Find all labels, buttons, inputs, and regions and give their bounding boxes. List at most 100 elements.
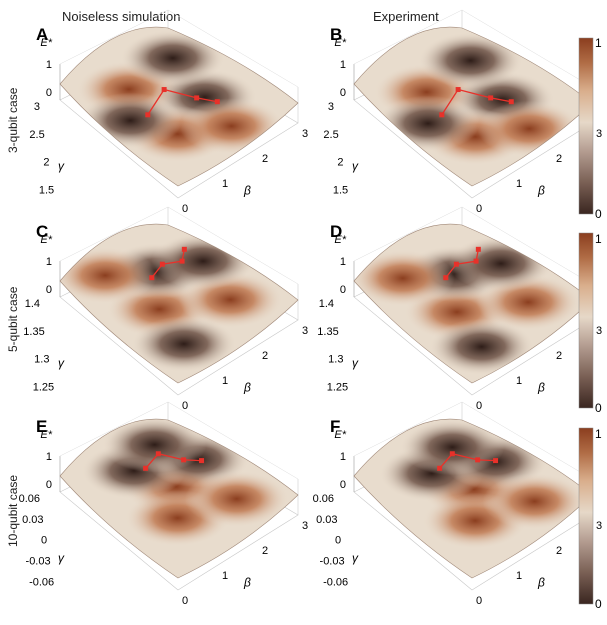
path-point	[194, 95, 200, 101]
beta-tick: 0	[476, 595, 482, 607]
optimization-path	[145, 453, 202, 469]
gamma-axis-label: γ	[58, 551, 65, 565]
optimization-path	[151, 249, 185, 279]
z-tick-1: 1	[340, 256, 346, 268]
gamma-tick: 1.4	[319, 298, 334, 310]
z-tick-1: 1	[340, 451, 346, 463]
beta-tick: 2	[556, 545, 562, 557]
path-point	[473, 258, 479, 264]
gamma-tick: 0	[41, 535, 47, 547]
surface-region	[375, 95, 480, 152]
gamma-tick: 0	[335, 535, 341, 547]
gamma-axis-label: γ	[58, 356, 65, 370]
z-tick-0: 0	[46, 284, 52, 296]
panel-letter: B	[330, 25, 342, 44]
path-point	[143, 465, 149, 471]
optimization-path	[147, 88, 218, 116]
surface-region	[184, 470, 289, 527]
z-tick-0: 0	[340, 87, 346, 99]
path-point	[493, 458, 499, 464]
z-axis-label: E*	[334, 37, 346, 49]
beta-tick: 0	[182, 595, 188, 607]
beta-tick: 3	[302, 520, 308, 532]
gamma-axis-label: γ	[58, 159, 65, 173]
gamma-tick: 1.5	[333, 184, 348, 196]
beta-tick: 3	[596, 520, 602, 532]
beta-tick: 2	[262, 153, 268, 165]
panel-B: 3 2.5 2 1.5 γ 0 1 2 3 β 1 0 E*B	[323, 9, 602, 215]
colorbar-row1	[578, 37, 594, 215]
colorbar-max-3: 1	[595, 427, 602, 441]
surface-region	[429, 318, 534, 375]
z-tick-0: 0	[46, 87, 52, 99]
surface-region	[354, 250, 455, 307]
beta-axis-label: β	[243, 184, 251, 198]
beta-tick: 3	[596, 128, 602, 140]
gamma-tick: 0.03	[316, 514, 337, 526]
gamma-tick: 0.06	[19, 493, 40, 505]
z-axis-label: E*	[40, 234, 52, 246]
path-point	[453, 261, 459, 267]
colorbar-row3	[578, 427, 594, 605]
gamma-tick: 1.3	[34, 354, 49, 366]
panel-C: 1.4 1.35 1.3 1.25 γ 0 1 2 3 β 1 0 E*C	[23, 206, 308, 412]
gamma-tick: 1.5	[39, 184, 54, 196]
gamma-tick: 1.25	[327, 381, 348, 393]
surface-region	[400, 419, 505, 476]
beta-axis-label: β	[243, 381, 251, 395]
z-axis-label: E*	[40, 37, 52, 49]
z-axis-label: E*	[334, 234, 346, 246]
optimization-path	[445, 249, 479, 279]
colorbar-max-1: 1	[595, 36, 602, 50]
gamma-tick: 1.3	[328, 354, 343, 366]
path-point	[179, 258, 185, 264]
surface-region	[179, 98, 284, 155]
beta-tick: 2	[262, 350, 268, 362]
gamma-tick: 0.03	[22, 514, 43, 526]
surface-region	[102, 419, 207, 473]
gamma-tick: 0.06	[313, 493, 334, 505]
path-point	[475, 457, 481, 463]
gamma-axis-label: γ	[352, 159, 359, 173]
surface-region	[131, 315, 236, 372]
path-point	[443, 275, 449, 281]
gamma-tick: 1.35	[23, 326, 44, 338]
column-title-simulation: Noiseless simulation	[62, 9, 181, 24]
gamma-tick: -0.03	[320, 555, 345, 567]
z-tick-0: 0	[340, 284, 346, 296]
gamma-axis-label: γ	[352, 356, 359, 370]
gamma-tick: -0.06	[29, 576, 54, 588]
path-point	[455, 87, 461, 93]
z-tick-1: 1	[46, 256, 52, 268]
path-point	[145, 112, 151, 118]
z-axis-label: E*	[334, 429, 346, 441]
gamma-tick: 1.4	[25, 298, 40, 310]
path-point	[149, 275, 155, 281]
colorbar-min-2: 0	[595, 401, 602, 415]
beta-axis-label: β	[537, 576, 545, 590]
beta-axis-label: β	[537, 184, 545, 198]
gamma-tick: 2	[43, 157, 49, 169]
surface-region	[151, 233, 256, 290]
column-title-experiment: Experiment	[373, 9, 439, 24]
z-tick-0: 0	[46, 479, 52, 491]
path-point	[475, 246, 481, 252]
panel-letter: A	[36, 25, 48, 44]
z-axis-label: E*	[40, 429, 52, 441]
beta-axis-label: β	[537, 381, 545, 395]
gamma-tick: 2	[337, 157, 343, 169]
gamma-tick: 1.25	[33, 381, 54, 393]
colorbar-min-1: 0	[595, 207, 602, 221]
z-tick-1: 1	[46, 451, 52, 463]
surface-region	[78, 92, 183, 149]
beta-tick: 1	[222, 375, 228, 387]
gamma-axis-label: γ	[352, 551, 359, 565]
path-point	[488, 95, 494, 101]
beta-tick: 0	[182, 400, 188, 412]
path-point	[159, 261, 165, 267]
gamma-tick: 2.5	[29, 129, 44, 141]
beta-tick: 0	[182, 203, 188, 215]
beta-tick: 1	[222, 178, 228, 190]
